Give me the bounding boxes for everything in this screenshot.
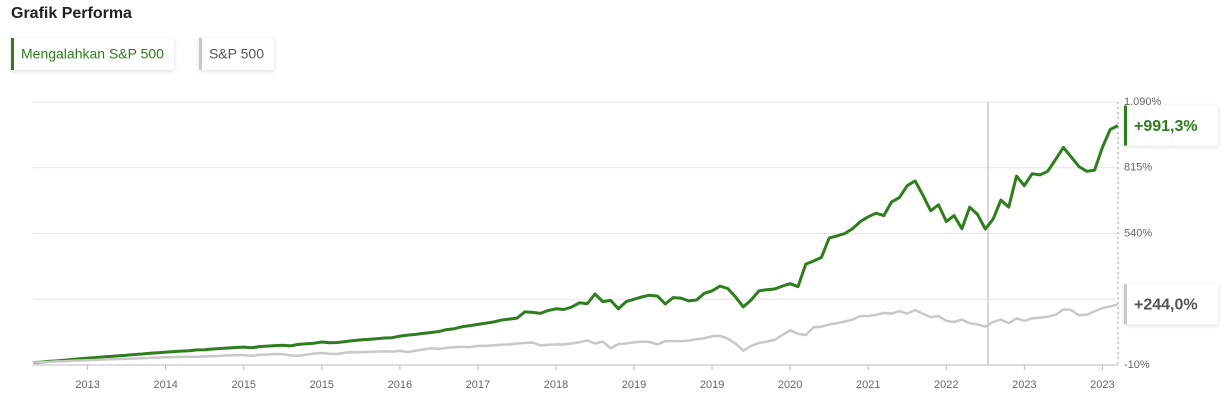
legend-label: S&P 500 — [209, 46, 264, 62]
legend-box[interactable] — [198, 38, 274, 70]
x-tick-label: 2016 — [388, 379, 412, 391]
legend: Mengalahkan S&P 500 S&P 500 — [11, 38, 274, 70]
legend-box[interactable] — [11, 38, 174, 70]
series-line — [32, 303, 1119, 364]
chart-title: Grafik Performa — [11, 5, 132, 22]
x-tick-label: 2017 — [466, 379, 490, 391]
legend-item[interactable]: Mengalahkan S&P 500 — [11, 38, 174, 70]
y-tick-label: -10% — [1124, 359, 1150, 371]
badge-swatch — [1124, 105, 1127, 146]
x-tick-label: 2013 — [75, 379, 99, 391]
x-tick-label: 2019 — [622, 379, 646, 391]
legend-item[interactable]: S&P 500 — [198, 38, 274, 70]
x-tick-label: 2019 — [700, 379, 724, 391]
x-tick-label: 2022 — [934, 379, 958, 391]
series-line — [32, 124, 1119, 365]
legend-swatch — [11, 38, 14, 70]
legend-swatch — [198, 38, 202, 70]
value-badge: +991,3% — [1124, 105, 1218, 146]
badge-box — [1124, 284, 1218, 325]
lines — [32, 124, 1119, 365]
value-badge: +244,0% — [1124, 284, 1218, 325]
badge-swatch — [1124, 284, 1127, 325]
x-tick-label: 2020 — [778, 379, 802, 391]
x-tick-label: 2021 — [856, 379, 880, 391]
y-tick-label: 815% — [1124, 162, 1152, 174]
x-tick-label: 2018 — [544, 379, 568, 391]
x-tick-label: 2014 — [153, 379, 177, 391]
x-tick-label: 2015 — [310, 379, 334, 391]
x-tick-label: 2023 — [1012, 379, 1036, 391]
badge-label: +244,0% — [1134, 296, 1198, 313]
y-tick-label: 540% — [1124, 227, 1152, 239]
y-tick-label: 1.090% — [1124, 96, 1162, 108]
x-tick-label: 2023 — [1090, 379, 1114, 391]
badge-box — [1124, 105, 1218, 146]
badge-label: +991,3% — [1134, 118, 1198, 135]
x-tick-label: 2015 — [232, 379, 256, 391]
badges: +991,3% +244,0% — [1124, 105, 1218, 325]
grid: -10%265%540%815%1.090%201320142015201520… — [33, 96, 1162, 391]
legend-label: Mengalahkan S&P 500 — [21, 46, 164, 62]
